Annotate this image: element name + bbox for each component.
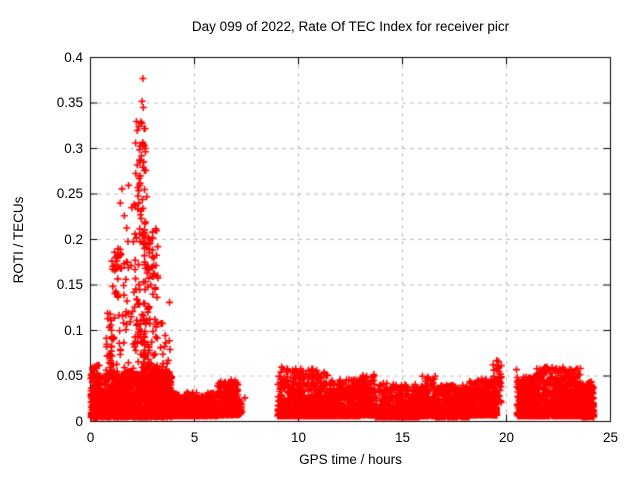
- y-tick-label: 0.35: [56, 95, 83, 110]
- y-tick-label: 0.05: [56, 368, 83, 383]
- x-tick-label: 20: [498, 430, 515, 445]
- y-tick-label: 0.1: [64, 322, 83, 338]
- y-tick-label: 0.25: [56, 186, 83, 201]
- y-tick-label: 0.3: [64, 140, 83, 156]
- y-tick-label: 0: [75, 413, 83, 429]
- x-tick-label: 5: [190, 430, 199, 445]
- x-axis-label: GPS time / hours: [299, 452, 402, 467]
- y-tick-label: 0.15: [56, 277, 83, 292]
- x-tick-label: 25: [602, 430, 619, 445]
- x-tick-label: 0: [86, 430, 95, 445]
- y-tick-label: 0.2: [64, 231, 83, 247]
- chart-title: Day 099 of 2022, Rate Of TEC Index for r…: [191, 19, 510, 34]
- y-tick-label: 0.4: [64, 49, 83, 65]
- x-tick-label: 15: [394, 430, 411, 445]
- x-tick-label: 10: [290, 430, 307, 445]
